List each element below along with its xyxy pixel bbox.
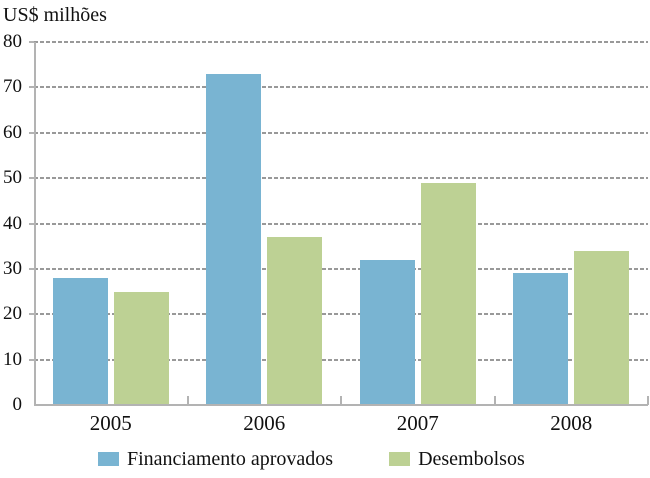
bar-financiamento-2006 bbox=[206, 73, 262, 405]
y-tick-label-50: 50 bbox=[3, 167, 22, 189]
bar-financiamento-2008 bbox=[513, 273, 569, 405]
x-category-label-2007: 2007 bbox=[396, 411, 439, 435]
legend-swatch-financiamento-icon bbox=[98, 452, 119, 466]
y-tick-mark bbox=[29, 131, 34, 134]
bar-desembolsos-2008 bbox=[574, 250, 630, 405]
y-tick-label-40: 40 bbox=[3, 212, 22, 234]
y-tick-label-10: 10 bbox=[3, 348, 22, 370]
y-tick-mark bbox=[29, 313, 34, 316]
legend-label-desembolsos: Desembolsos bbox=[418, 448, 525, 470]
x-tick-mark bbox=[493, 396, 496, 405]
y-tick-mark bbox=[29, 86, 34, 89]
y-tick-label-20: 20 bbox=[3, 303, 22, 325]
gridline-50 bbox=[34, 177, 648, 180]
y-tick-label-0: 0 bbox=[12, 394, 23, 415]
y-tick-mark bbox=[29, 222, 34, 225]
bar-financiamento-2007 bbox=[359, 259, 415, 405]
y-tick-mark bbox=[29, 267, 34, 270]
gridline-30 bbox=[34, 267, 648, 270]
y-tick-label-70: 70 bbox=[3, 76, 22, 98]
bar-financiamento-2005 bbox=[52, 277, 108, 405]
gridline-70 bbox=[34, 86, 648, 89]
legend-label-financiamento: Financiamento aprovados bbox=[127, 448, 334, 470]
gridline-80 bbox=[34, 41, 648, 43]
gridline-40 bbox=[34, 222, 648, 225]
y-tick-mark bbox=[29, 41, 34, 43]
x-category-label-2008: 2008 bbox=[550, 411, 593, 435]
plot-area bbox=[34, 41, 648, 405]
legend-item-desembolsos: Desembolsos bbox=[389, 448, 525, 470]
y-tick-label-30: 30 bbox=[3, 257, 22, 279]
y-axis-line bbox=[34, 42, 36, 406]
x-tick-mark bbox=[340, 396, 342, 405]
x-tick-mark bbox=[647, 396, 649, 405]
gridline-60 bbox=[34, 131, 648, 134]
y-axis-unit-label: US$ milhões bbox=[3, 4, 107, 26]
y-tick-label-60: 60 bbox=[3, 121, 22, 143]
y-tick-mark bbox=[29, 177, 34, 180]
y-tick-label-80: 80 bbox=[3, 31, 22, 52]
legend: Financiamento aprovados Desembolsos bbox=[0, 448, 650, 470]
bar-desembolsos-2005 bbox=[113, 291, 169, 405]
x-category-label-2006: 2006 bbox=[243, 411, 286, 435]
legend-item-financiamento: Financiamento aprovados bbox=[98, 448, 333, 470]
legend-swatch-desembolsos-icon bbox=[389, 452, 411, 466]
bar-desembolsos-2007 bbox=[420, 182, 476, 405]
gridline-20 bbox=[34, 313, 648, 316]
x-category-label-2005: 2005 bbox=[89, 411, 132, 435]
bar-desembolsos-2006 bbox=[267, 237, 323, 405]
x-axis-line bbox=[34, 404, 648, 406]
gridline-10 bbox=[34, 358, 648, 361]
y-tick-mark bbox=[29, 358, 34, 361]
x-tick-mark bbox=[186, 396, 189, 405]
